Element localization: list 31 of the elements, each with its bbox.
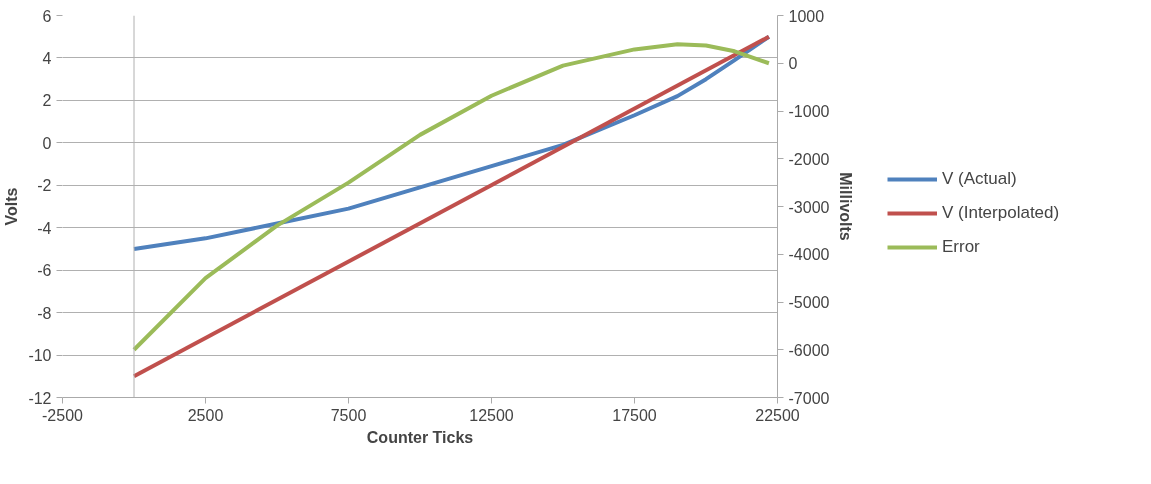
legend-label: Error bbox=[942, 237, 980, 257]
y2-tick-label: -1000 bbox=[788, 103, 830, 120]
legend-label: V (Actual) bbox=[942, 169, 1017, 189]
y-tick-label: 2 bbox=[42, 92, 52, 110]
y2-tick-label: 1000 bbox=[788, 7, 825, 25]
y-tick-label: 0 bbox=[42, 134, 52, 152]
x-tick-label: -2500 bbox=[42, 406, 84, 424]
x-axis-title: Counter Ticks bbox=[366, 428, 474, 446]
y2-tick-label: 0 bbox=[788, 55, 798, 73]
y-tick-label: -6 bbox=[37, 262, 52, 280]
y-tick-label: -12 bbox=[28, 389, 52, 407]
x-tick-label: 7500 bbox=[330, 406, 367, 424]
y-tick-label: -2 bbox=[37, 177, 52, 195]
y2-tick-label: -2000 bbox=[788, 150, 830, 168]
y-tick-label: -10 bbox=[28, 347, 52, 365]
y-tick-label: 4 bbox=[42, 49, 52, 67]
x-tick-label: 22500 bbox=[755, 406, 800, 424]
x-tick-label: 2500 bbox=[187, 406, 224, 424]
y2-tick-label: -6000 bbox=[788, 341, 830, 359]
y-tick-label: -8 bbox=[37, 304, 52, 322]
y2-tick-label: -7000 bbox=[788, 389, 830, 407]
y2-tick-label: -3000 bbox=[788, 198, 830, 216]
y-axis-title: Volts bbox=[3, 187, 21, 226]
y2-tick-label: -5000 bbox=[788, 294, 830, 311]
x-tick-label: 12500 bbox=[469, 406, 514, 424]
x-tick-label: 17500 bbox=[612, 406, 657, 424]
legend-label: V (Interpolated) bbox=[942, 203, 1060, 223]
y-tick-label: -4 bbox=[37, 219, 52, 237]
y2-axis-title: Millivolts bbox=[837, 172, 855, 241]
y2-tick-label: -4000 bbox=[788, 246, 830, 264]
y-tick-label: 6 bbox=[42, 7, 52, 25]
